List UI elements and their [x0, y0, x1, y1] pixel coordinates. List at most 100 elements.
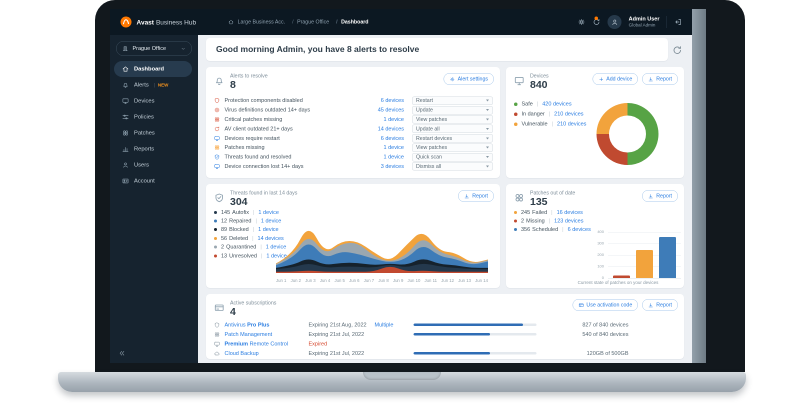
alert-action-select[interactable]: Dismiss all — [412, 162, 493, 171]
alert-action-select[interactable]: Update — [412, 105, 493, 115]
alert-severity-icon — [214, 145, 220, 151]
alert-label: Protection components disabled — [224, 97, 303, 104]
legend-devices-link[interactable]: 1 device — [257, 253, 286, 259]
notifications-icon[interactable] — [593, 16, 601, 26]
sidebar-item[interactable]: Users — [114, 157, 192, 173]
bar-failed — [636, 249, 653, 278]
alert-row: Critical patches missing 1 device View p… — [214, 115, 493, 124]
use-activation-code-button[interactable]: Use activation code — [572, 299, 639, 311]
legend-row: 56 Deleted 14 devices — [214, 234, 287, 243]
user-name: Admin User — [628, 15, 660, 22]
alert-action-select[interactable]: View patches — [412, 143, 493, 152]
legend-dot-icon — [214, 245, 217, 249]
legend-label: Missing — [526, 218, 545, 225]
legend-value: 13 — [221, 252, 228, 259]
legend-dot-icon — [214, 210, 217, 214]
alert-action-select[interactable]: Quick scan — [412, 152, 493, 162]
breadcrumb-item-current: Dashboard — [333, 19, 368, 25]
legend-devices-link[interactable]: 14 devices — [248, 235, 284, 241]
device-status-legend-row: Vulnerable 210 devices — [514, 119, 586, 129]
sidebar-item[interactable]: Devices — [114, 93, 192, 109]
alert-settings-button[interactable]: Alert settings — [443, 73, 494, 85]
x-tick-label: Jun 9 — [392, 278, 404, 283]
add-device-button[interactable]: Add device — [592, 73, 639, 85]
legend-devices-link[interactable]: 210 devices — [545, 111, 583, 117]
alert-devices-link[interactable]: 6 devices — [380, 135, 404, 142]
devices-card: Devices 840 Add device Report Safe 420 d… — [506, 67, 684, 178]
alert-devices-link[interactable]: 3 devices — [380, 163, 404, 170]
threats-chart-x-labels: Jun 1 Jun 2 Jun 3 Jun 4 Jun 5 Jun 6 Jun 7 Jun 8… — [276, 278, 488, 283]
legend-devices-link[interactable]: 16 devices — [547, 209, 583, 215]
alert-label: Patches missing — [224, 144, 265, 151]
logout-icon[interactable] — [674, 18, 682, 26]
legend-devices-link[interactable]: 420 devices — [533, 101, 571, 107]
sidebar-item[interactable]: Alerts NEW — [114, 77, 192, 93]
alert-action-select[interactable]: View patches — [412, 115, 493, 124]
alert-devices-link[interactable]: 14 devices — [377, 125, 404, 132]
alert-action-select[interactable]: Restart devices — [412, 134, 493, 143]
patches-report-button[interactable]: Report — [642, 190, 678, 202]
subscriptions-card-header: Active subscriptions 4 — [214, 300, 276, 318]
threats-count: 304 — [230, 196, 248, 208]
legend-devices-link[interactable]: 1 device — [251, 218, 281, 224]
subscription-name-link[interactable]: Cloud Backup — [224, 350, 259, 357]
alert-action-select[interactable]: Restart — [412, 96, 493, 105]
device-status-legend-row: In danger 210 devices — [514, 109, 586, 119]
alert-severity-icon — [214, 107, 220, 113]
sidebar-item-icon — [122, 66, 129, 73]
legend-devices-link[interactable]: 210 devices — [548, 121, 586, 127]
breadcrumb-item[interactable]: Large Business Acc. — [237, 19, 286, 25]
subscriptions-report-button[interactable]: Report — [642, 299, 678, 311]
shield-check-icon — [214, 193, 225, 204]
org-selector[interactable]: Prague Office — [116, 41, 192, 56]
greeting-banner: Good morning Admin, you have 8 alerts to… — [206, 38, 668, 61]
x-tick-label: Jun 8 — [378, 278, 389, 283]
alert-action-select[interactable]: Update all — [412, 124, 493, 134]
sidebar-item[interactable]: Dashboard — [114, 61, 192, 77]
alert-devices-link[interactable]: 45 devices — [377, 107, 404, 114]
patches-chart-caption: Current state of patches on your devices — [577, 280, 659, 285]
legend-dot-icon — [514, 112, 518, 116]
legend-devices-link[interactable]: 123 devices — [545, 218, 583, 224]
alert-devices-link[interactable]: 1 device — [383, 116, 404, 123]
legend-dot-icon — [514, 210, 517, 214]
sidebar-collapse-button[interactable] — [118, 350, 126, 358]
multiple-link[interactable]: Multiple — [374, 321, 394, 328]
alert-devices-link[interactable]: 1 device — [383, 154, 404, 161]
alert-devices-link[interactable]: 1 device — [383, 144, 404, 151]
avatar[interactable] — [607, 15, 622, 29]
legend-devices-link[interactable]: 1 device — [256, 244, 286, 250]
sidebar-item[interactable]: Account — [114, 173, 192, 189]
user-menu[interactable]: Admin User Global Admin — [629, 16, 660, 29]
legend-label: Deleted — [229, 235, 249, 242]
subscription-expiry: Expiring 21st Jul, 2022 — [308, 331, 365, 338]
sidebar-item[interactable]: Policies — [114, 109, 192, 125]
legend-dot-icon — [214, 236, 217, 240]
legend-devices-link[interactable]: 1 device — [249, 227, 278, 233]
subscription-name-link[interactable]: Antivirus Pro Plus — [224, 321, 270, 328]
devices-report-button[interactable]: Report — [642, 73, 678, 85]
subscription-progress — [413, 352, 537, 355]
subscription-name-link[interactable]: Premium Remote Control — [224, 340, 289, 347]
patches-count: 135 — [530, 196, 548, 208]
legend-devices-link[interactable]: 6 devices — [558, 227, 591, 233]
subscription-usage: 540 of 840 devices — [582, 331, 629, 338]
threats-report-button[interactable]: Report — [458, 190, 494, 202]
alert-devices-link[interactable]: 6 devices — [380, 97, 404, 104]
x-tick-label: Jun 10 — [407, 278, 421, 283]
subscription-name-link[interactable]: Patch Management — [224, 331, 273, 338]
refresh-button[interactable] — [672, 45, 683, 56]
subscription-expiry: Expiring 21st Aug, 2022 — [308, 321, 367, 328]
settings-gear-icon[interactable] — [578, 18, 586, 26]
breadcrumb: Large Business Acc. Prague Office Dashbo… — [228, 19, 369, 25]
sidebar-item[interactable]: Patches — [114, 125, 192, 141]
patch-icon — [514, 193, 525, 204]
home-icon[interactable] — [228, 19, 234, 25]
sidebar-item[interactable]: Reports — [114, 141, 192, 157]
chevron-down-icon — [181, 46, 187, 52]
patches-bar-chart: 0 100 200 300 400 — [579, 230, 681, 280]
legend-devices-link[interactable]: 1 device — [249, 209, 278, 215]
breadcrumb-item[interactable]: Prague Office — [289, 19, 329, 25]
donut-hole — [609, 115, 646, 153]
alert-list: Protection components disabled 6 devices… — [214, 96, 493, 171]
